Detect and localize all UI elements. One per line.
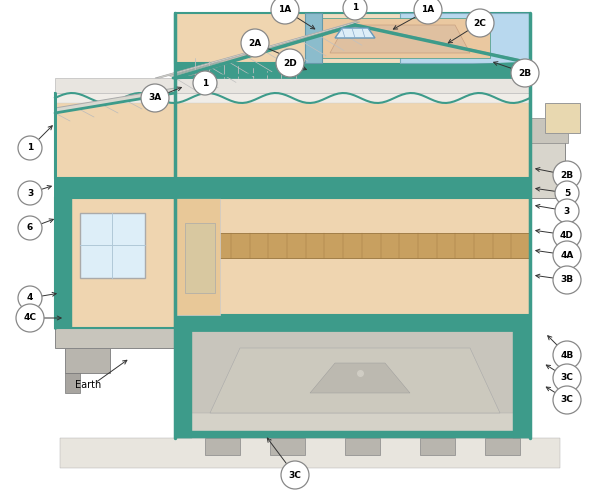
Polygon shape <box>400 13 530 63</box>
Polygon shape <box>545 103 580 133</box>
Circle shape <box>271 0 299 24</box>
Circle shape <box>511 59 539 87</box>
Polygon shape <box>175 13 530 63</box>
Text: 1A: 1A <box>278 5 291 14</box>
Text: 4D: 4D <box>560 231 574 240</box>
Text: 1A: 1A <box>421 5 435 14</box>
Text: 2D: 2D <box>283 59 297 68</box>
Polygon shape <box>55 198 175 328</box>
Circle shape <box>193 71 217 95</box>
Polygon shape <box>175 328 192 438</box>
Circle shape <box>18 286 42 310</box>
Circle shape <box>553 364 581 392</box>
Polygon shape <box>80 213 145 278</box>
Polygon shape <box>175 25 355 78</box>
Circle shape <box>553 341 581 369</box>
Text: 2B: 2B <box>561 171 574 179</box>
Polygon shape <box>530 133 565 198</box>
Circle shape <box>18 136 42 160</box>
Polygon shape <box>175 328 530 438</box>
Polygon shape <box>175 431 530 438</box>
Text: 1: 1 <box>352 3 358 12</box>
Text: 1: 1 <box>202 78 208 87</box>
Polygon shape <box>60 438 560 468</box>
Circle shape <box>281 461 309 489</box>
Polygon shape <box>55 178 530 198</box>
Text: 4A: 4A <box>561 250 574 259</box>
Polygon shape <box>175 198 530 315</box>
Polygon shape <box>55 328 175 348</box>
Polygon shape <box>55 88 175 113</box>
Circle shape <box>553 161 581 189</box>
Polygon shape <box>420 438 455 455</box>
Text: 5: 5 <box>564 188 570 198</box>
Polygon shape <box>175 198 220 315</box>
Polygon shape <box>330 25 470 53</box>
Text: 2B: 2B <box>518 69 531 77</box>
Polygon shape <box>55 93 530 178</box>
Circle shape <box>241 29 269 57</box>
Text: 4B: 4B <box>561 351 574 359</box>
Circle shape <box>276 49 304 77</box>
Polygon shape <box>210 348 500 413</box>
Polygon shape <box>55 93 530 103</box>
Polygon shape <box>345 438 380 455</box>
Text: 6: 6 <box>27 223 33 233</box>
Polygon shape <box>335 28 375 38</box>
Text: 3C: 3C <box>288 470 301 480</box>
Polygon shape <box>315 18 490 58</box>
Circle shape <box>555 199 579 223</box>
Polygon shape <box>485 438 520 455</box>
Polygon shape <box>175 315 530 331</box>
Text: 2C: 2C <box>473 19 487 28</box>
Polygon shape <box>55 78 530 93</box>
Polygon shape <box>355 25 535 63</box>
Circle shape <box>466 9 494 37</box>
Polygon shape <box>305 13 322 63</box>
Circle shape <box>343 0 367 20</box>
Polygon shape <box>65 373 80 393</box>
Polygon shape <box>175 63 530 78</box>
Text: 3: 3 <box>27 188 33 198</box>
Polygon shape <box>155 22 360 78</box>
Polygon shape <box>310 13 530 63</box>
Circle shape <box>141 84 169 112</box>
Polygon shape <box>205 438 240 455</box>
Circle shape <box>555 181 579 205</box>
Circle shape <box>18 181 42 205</box>
Polygon shape <box>175 233 530 258</box>
Polygon shape <box>530 118 568 143</box>
Text: 3A: 3A <box>149 94 162 103</box>
Circle shape <box>553 386 581 414</box>
Text: 3B: 3B <box>561 276 574 284</box>
Polygon shape <box>175 315 530 331</box>
Polygon shape <box>175 413 530 438</box>
Polygon shape <box>310 363 410 393</box>
Text: 3C: 3C <box>561 374 574 383</box>
Text: 3C: 3C <box>561 395 574 404</box>
Circle shape <box>553 221 581 249</box>
Text: 4: 4 <box>27 293 33 303</box>
Circle shape <box>553 241 581 269</box>
Circle shape <box>18 216 42 240</box>
Circle shape <box>414 0 442 24</box>
Polygon shape <box>513 328 530 438</box>
Circle shape <box>553 266 581 294</box>
Text: 1: 1 <box>27 143 33 152</box>
Text: 3: 3 <box>564 207 570 215</box>
Polygon shape <box>270 438 305 455</box>
Polygon shape <box>185 223 215 293</box>
Text: Earth: Earth <box>75 380 101 390</box>
Polygon shape <box>55 198 72 328</box>
Text: 4C: 4C <box>23 314 36 322</box>
Circle shape <box>16 304 44 332</box>
Polygon shape <box>65 348 110 373</box>
Text: 2A: 2A <box>248 38 261 47</box>
